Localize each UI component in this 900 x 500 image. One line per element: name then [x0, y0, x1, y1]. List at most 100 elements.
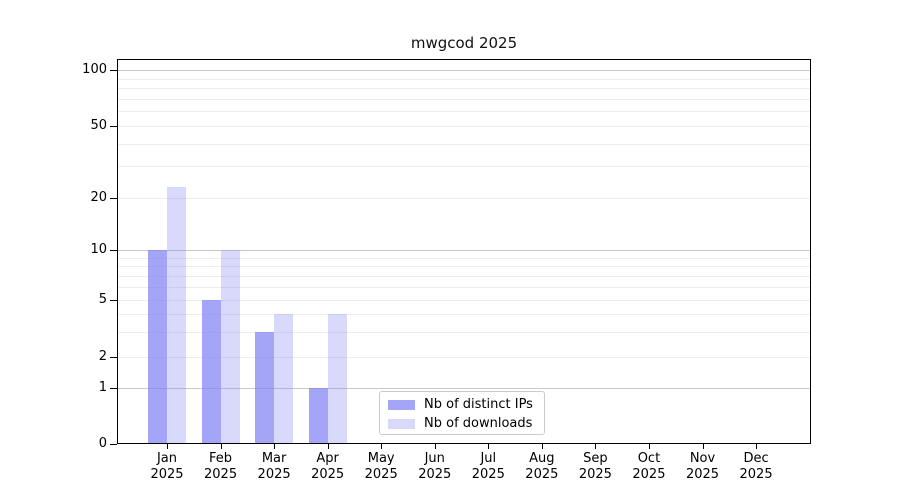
x-tick-year: 2025 — [578, 467, 612, 482]
x-tick-label-may: May 2025 — [349, 451, 413, 483]
x-tick-label-feb: Feb 2025 — [189, 451, 253, 483]
x-tick-month: Jan — [156, 451, 178, 466]
legend-swatch-ips — [388, 399, 415, 410]
bar-ips-apr — [308, 388, 328, 443]
x-tick-month: Apr — [316, 451, 339, 466]
gridline-y-10 — [118, 250, 810, 251]
gridline-y-2 — [118, 357, 810, 358]
bar-downloads-apr — [327, 313, 347, 443]
x-tick-month: Oct — [637, 451, 661, 466]
gridline-y-50 — [118, 126, 810, 127]
gridline-y-70 — [118, 98, 810, 100]
x-tick-month: Mar — [261, 451, 287, 466]
x-tick-mark-dec — [756, 444, 758, 449]
y-tick-label-100: 100 — [82, 62, 107, 77]
x-tick-label-jul: Jul 2025 — [456, 451, 520, 483]
x-tick-mark-jan — [167, 444, 168, 449]
gridline-y-8 — [118, 266, 810, 268]
plot-area — [117, 59, 811, 444]
gridline-y-60 — [118, 111, 810, 113]
bar-ips-feb — [201, 300, 221, 443]
x-tick-mark-jun — [434, 444, 436, 449]
x-tick-year: 2025 — [418, 467, 452, 482]
x-tick-year: 2025 — [525, 467, 559, 482]
x-tick-mark-apr — [327, 444, 329, 449]
x-tick-mark-aug — [541, 444, 543, 449]
y-tick-mark-2 — [110, 357, 117, 358]
x-tick-mark-may — [381, 444, 383, 449]
x-tick-month: Feb — [209, 451, 233, 466]
x-tick-year: 2025 — [364, 467, 398, 482]
gridline-y-4 — [118, 313, 810, 315]
gridline-y-90 — [118, 78, 810, 80]
x-tick-label-sep: Sep 2025 — [563, 451, 627, 483]
y-tick-mark-50 — [110, 126, 117, 127]
x-tick-year: 2025 — [150, 467, 184, 482]
y-tick-label-10: 10 — [90, 242, 107, 257]
x-tick-month: Sep — [583, 451, 608, 466]
x-tick-year: 2025 — [685, 467, 720, 482]
bar-ips-jan — [148, 250, 167, 443]
legend-row-ips: Nb of distinct IPs — [380, 395, 544, 414]
x-tick-year: 2025 — [471, 467, 505, 482]
y-tick-label-50: 50 — [90, 118, 107, 133]
y-tick-label-20: 20 — [90, 190, 107, 205]
gridline-y-1 — [118, 388, 810, 389]
x-tick-label-apr: Apr 2025 — [296, 451, 360, 483]
x-tick-month: Nov — [689, 451, 716, 466]
legend: Nb of distinct IPs Nb of downloads — [379, 391, 545, 435]
x-tick-label-dec: Dec 2025 — [724, 451, 788, 483]
gridline-y-100 — [118, 70, 810, 71]
bar-ips-mar — [255, 331, 275, 443]
x-tick-label-nov: Nov 2025 — [671, 451, 735, 483]
y-tick-label-1: 1 — [98, 380, 107, 395]
x-tick-month: Dec — [743, 451, 769, 466]
bar-downloads-feb — [220, 250, 240, 443]
legend-row-downloads: Nb of downloads — [380, 414, 544, 433]
y-tick-label-0: 0 — [98, 436, 107, 451]
x-tick-mark-oct — [648, 444, 650, 449]
gridline-y-7 — [118, 275, 810, 277]
y-tick-mark-20 — [110, 198, 117, 199]
gridline-y-6 — [118, 286, 810, 288]
y-tick-mark-5 — [110, 300, 117, 301]
gridline-y-30 — [118, 166, 810, 168]
x-tick-mark-feb — [220, 444, 222, 449]
gridline-y-40 — [118, 143, 810, 145]
x-tick-year: 2025 — [257, 467, 291, 482]
x-tick-label-jan: Jan 2025 — [135, 451, 199, 483]
gridline-y-80 — [118, 88, 810, 90]
x-tick-year: 2025 — [311, 467, 345, 482]
x-tick-month: Aug — [529, 451, 555, 466]
gridline-y-9 — [118, 257, 810, 259]
x-tick-year: 2025 — [739, 467, 773, 482]
x-tick-label-aug: Aug 2025 — [510, 451, 574, 483]
bar-downloads-jan — [167, 187, 186, 443]
x-tick-month: Jun — [424, 451, 445, 466]
x-tick-mark-mar — [274, 444, 276, 449]
x-tick-mark-nov — [702, 444, 704, 449]
legend-swatch-downloads — [388, 418, 415, 429]
y-tick-label-2: 2 — [98, 349, 107, 364]
chart-title: mwgcod 2025 — [410, 34, 518, 52]
gridline-y-5 — [118, 300, 810, 301]
bar-downloads-mar — [274, 313, 294, 443]
x-tick-year: 2025 — [632, 467, 666, 482]
x-tick-label-jun: Jun 2025 — [403, 451, 467, 483]
gridline-y-20 — [118, 198, 810, 199]
x-tick-label-oct: Oct 2025 — [617, 451, 681, 483]
x-tick-label-mar: Mar 2025 — [242, 451, 306, 483]
x-tick-month: May — [367, 451, 395, 466]
x-tick-mark-jul — [488, 444, 490, 449]
x-tick-year: 2025 — [204, 467, 238, 482]
legend-label-downloads: Nb of downloads — [424, 416, 533, 431]
x-tick-month: Jul — [480, 451, 497, 466]
x-tick-mark-sep — [595, 444, 597, 449]
y-tick-mark-10 — [110, 250, 117, 251]
gridline-y-3 — [118, 331, 810, 333]
y-tick-mark-1 — [110, 388, 117, 389]
y-tick-mark-100 — [110, 70, 117, 71]
legend-label-ips: Nb of distinct IPs — [424, 397, 533, 412]
y-tick-label-5: 5 — [98, 292, 107, 307]
